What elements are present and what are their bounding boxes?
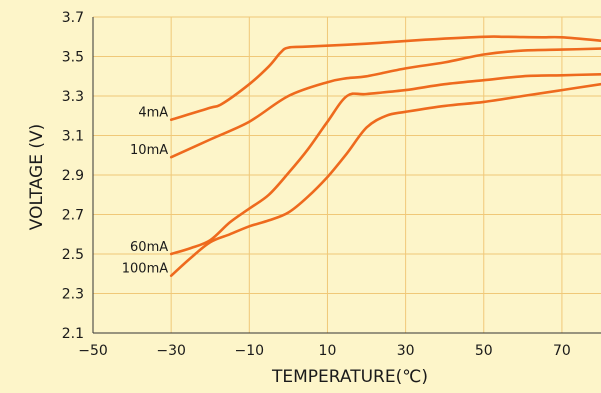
y-tick-label: 2.7 <box>62 208 84 224</box>
x-tick-label: −30 <box>156 343 186 359</box>
tick-labels: −50 −30 −10 10 30 50 70 2.1 2.3 2.5 2.7 2.9 3.1 3.3 3.… <box>62 10 571 359</box>
series-line-4mA <box>169 35 601 121</box>
x-tick-label: −10 <box>235 343 265 359</box>
x-tick-label: −50 <box>78 343 108 359</box>
y-axis-title: VOLTAGE (V) <box>27 124 47 230</box>
x-tick-label: 10 <box>319 343 337 359</box>
x-tick-label: 30 <box>397 343 415 359</box>
grid <box>93 16 601 333</box>
series-labels: 4mA 10mA 60mA 100mA <box>122 106 168 277</box>
series-lines <box>169 35 601 277</box>
x-tick-label: 70 <box>553 343 571 359</box>
series-label-60mA: 60mA <box>130 240 168 255</box>
series-line-10mA <box>169 47 601 159</box>
y-tick-label: 2.3 <box>62 287 84 303</box>
series-label-100mA: 100mA <box>122 262 168 277</box>
y-tick-label: 3.5 <box>62 50 84 66</box>
y-tick-label: 3.1 <box>62 129 84 145</box>
axes <box>92 17 601 334</box>
x-axis-title: TEMPERATURE(℃) <box>271 367 428 387</box>
series-label-4mA: 4mA <box>138 106 168 121</box>
series-line-60mA <box>169 73 601 256</box>
x-tick-label: 50 <box>475 343 493 359</box>
series-label-10mA: 10mA <box>130 143 168 158</box>
y-tick-label: 3.7 <box>62 10 84 26</box>
y-tick-label: 3.3 <box>62 89 84 105</box>
series-line-100mA <box>169 82 601 277</box>
y-tick-label: 2.5 <box>62 247 84 263</box>
y-tick-label: 2.9 <box>62 168 84 184</box>
y-tick-label: 2.1 <box>62 326 84 342</box>
